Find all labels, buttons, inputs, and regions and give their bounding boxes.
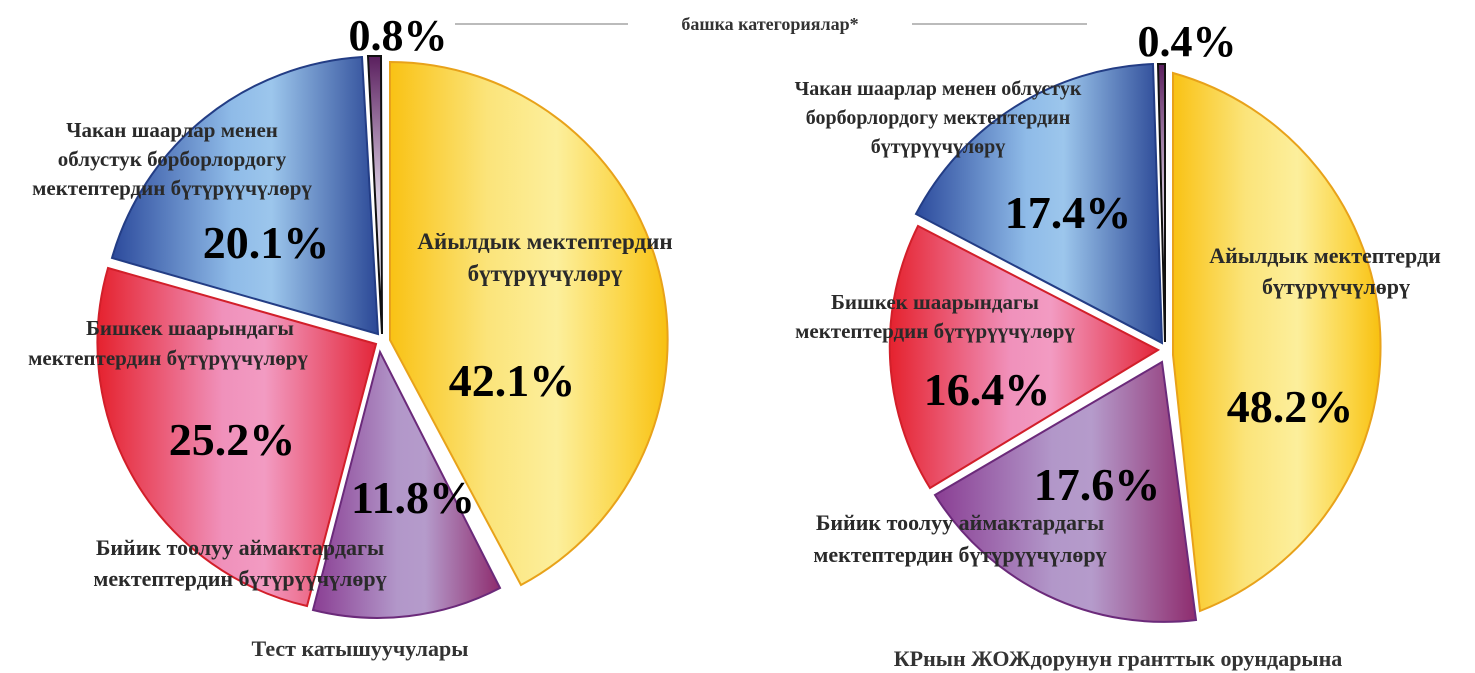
svg-text:бүтүрүүчүлөрү: бүтүрүүчүлөрү [871,136,1006,158]
left-yellow-label: Айылдык мектептердин бүтүрүүчүлөрү [417,229,672,286]
svg-text:мектептердин бүтүрүүчүлөрү: мектептердин бүтүрүүчүлөрү [28,346,308,370]
svg-text:Бийик тоолуу аймактардагы: Бийик тоолуу аймактардагы [96,535,384,560]
right-other-pct: 0.4% [1138,17,1237,66]
svg-text:бүтүрүүчүлөрү: бүтүрүүчүлөрү [468,261,623,286]
left-purple-label: Бийик тоолуу аймактардагы мектептердин б… [93,535,386,591]
right-caption: КРнын ЖОЖдорунун гранттык орундарына [894,646,1343,671]
left-slice-yellow[interactable] [389,60,669,587]
left-red-label: Бишкек шаарындагы мектептердин бүтүрүүчү… [28,316,308,370]
left-pie [96,55,669,619]
left-slice-purple[interactable] [311,349,502,619]
right-red-label: Бишкек шаарындагы мектептердин бүтүрүүчү… [795,290,1075,343]
left-slice-blue[interactable] [110,55,380,336]
annotation-label: башка категориялар* [681,14,858,34]
svg-text:Чакан шаарлар менен облустук: Чакан шаарлар менен облустук [795,78,1082,100]
left-red-pct: 25.2% [169,414,296,465]
svg-text:Бишкек шаарындагы: Бишкек шаарындагы [831,290,1039,314]
svg-text:Бийик тоолуу аймактардагы: Бийик тоолуу аймактардагы [816,510,1104,535]
right-yellow-label: Айылдык мектептерди бүтүрүүчүлөрү [1209,243,1441,299]
right-red-pct: 16.4% [924,364,1051,415]
svg-text:Бишкек шаарындагы: Бишкек шаарындагы [86,316,294,340]
left-other-pct: 0.8% [349,11,448,60]
svg-text:Айылдык мектептерди: Айылдык мектептерди [1209,243,1441,268]
right-yellow-pct: 48.2% [1227,381,1354,432]
left-caption: Тест катышуучулары [252,636,469,661]
right-blue-label: Чакан шаарлар менен облустук борборлордо… [795,78,1082,158]
right-pie [888,62,1382,623]
left-slice-red[interactable] [96,266,378,608]
svg-text:облустук борборлордогу: облустук борборлордогу [58,147,287,171]
right-purple-label: Бийик тоолуу аймактардагы мектептердин б… [813,510,1106,567]
left-slice-other[interactable] [366,55,383,335]
svg-text:мектептердин бүтүрүүчүлөрү: мектептердин бүтүрүүчүлөрү [795,319,1075,343]
svg-text:Чакан шаарлар менен: Чакан шаарлар менен [66,118,278,142]
left-yellow-pct: 42.1% [449,355,576,406]
right-slice-red[interactable] [888,224,1161,490]
left-blue-label: Чакан шаарлар менен облустук борборлордо… [32,118,312,200]
left-purple-pct: 11.8% [351,472,475,523]
svg-text:борборлордогу мектептердин: борборлордогу мектептердин [806,107,1070,129]
right-purple-pct: 17.6% [1034,459,1161,510]
right-slice-blue[interactable] [914,62,1164,345]
svg-text:мектептердин бүтүрүүчүлөрү: мектептердин бүтүрүүчүлөрү [93,566,386,591]
svg-text:Айылдык мектептердин: Айылдык мектептердин [417,229,672,254]
right-blue-pct: 17.4% [1005,187,1132,238]
svg-text:бүтүрүүчүлөрү: бүтүрүүчүлөрү [1262,274,1410,299]
left-blue-pct: 20.1% [203,217,330,268]
svg-text:мектептердин бүтүрүүчүлөрү: мектептердин бүтүрүүчүлөрү [32,176,312,200]
right-slice-yellow[interactable] [1172,71,1382,613]
right-slice-purple[interactable] [933,360,1198,623]
right-slice-other[interactable] [1156,63,1166,343]
svg-text:мектептердин бүтүрүүчүлөрү: мектептердин бүтүрүүчүлөрү [813,542,1106,567]
